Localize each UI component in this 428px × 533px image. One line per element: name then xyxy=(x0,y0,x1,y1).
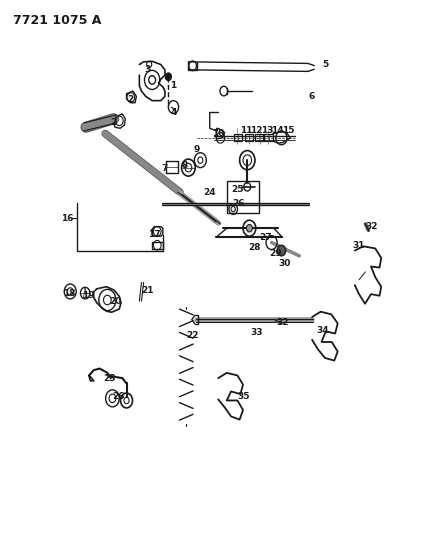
Text: 22: 22 xyxy=(187,331,199,340)
Text: 31: 31 xyxy=(353,241,365,250)
Text: 10: 10 xyxy=(212,129,224,138)
Text: 11: 11 xyxy=(240,126,252,135)
Text: 5: 5 xyxy=(322,60,328,69)
Text: 1: 1 xyxy=(170,81,177,90)
Text: 34: 34 xyxy=(316,326,329,335)
Text: 33: 33 xyxy=(250,328,263,337)
Text: 29: 29 xyxy=(270,249,282,258)
Text: 32: 32 xyxy=(276,318,288,327)
Text: 26: 26 xyxy=(112,392,124,401)
Text: 24: 24 xyxy=(203,188,216,197)
Text: 30: 30 xyxy=(278,260,291,268)
Text: 15: 15 xyxy=(282,126,295,135)
Text: 26: 26 xyxy=(232,199,245,208)
Text: 14: 14 xyxy=(271,126,283,135)
Text: 23: 23 xyxy=(103,374,116,383)
Text: 8: 8 xyxy=(181,161,187,170)
Circle shape xyxy=(277,245,285,256)
Text: 2: 2 xyxy=(110,118,117,127)
Bar xyxy=(227,181,259,213)
Text: 16: 16 xyxy=(61,214,73,223)
Text: 18: 18 xyxy=(63,288,75,297)
Text: 21: 21 xyxy=(142,286,154,295)
Text: 6: 6 xyxy=(309,92,315,101)
Text: 35: 35 xyxy=(238,392,250,401)
Circle shape xyxy=(165,73,171,80)
Text: 12: 12 xyxy=(250,126,263,135)
Circle shape xyxy=(247,224,253,232)
Text: 20: 20 xyxy=(110,296,122,305)
Text: 2: 2 xyxy=(128,94,134,103)
Text: 4: 4 xyxy=(170,108,177,117)
Text: 3: 3 xyxy=(145,66,151,74)
Text: 7721 1075 A: 7721 1075 A xyxy=(14,14,102,27)
Text: 32: 32 xyxy=(366,222,378,231)
Text: 17: 17 xyxy=(148,230,160,239)
Text: 9: 9 xyxy=(194,145,200,154)
Text: 7: 7 xyxy=(162,164,168,173)
Text: 13: 13 xyxy=(261,126,273,135)
Text: 25: 25 xyxy=(231,185,244,194)
Text: 28: 28 xyxy=(248,244,261,253)
Text: 19: 19 xyxy=(82,291,95,300)
Text: 27: 27 xyxy=(259,233,271,242)
